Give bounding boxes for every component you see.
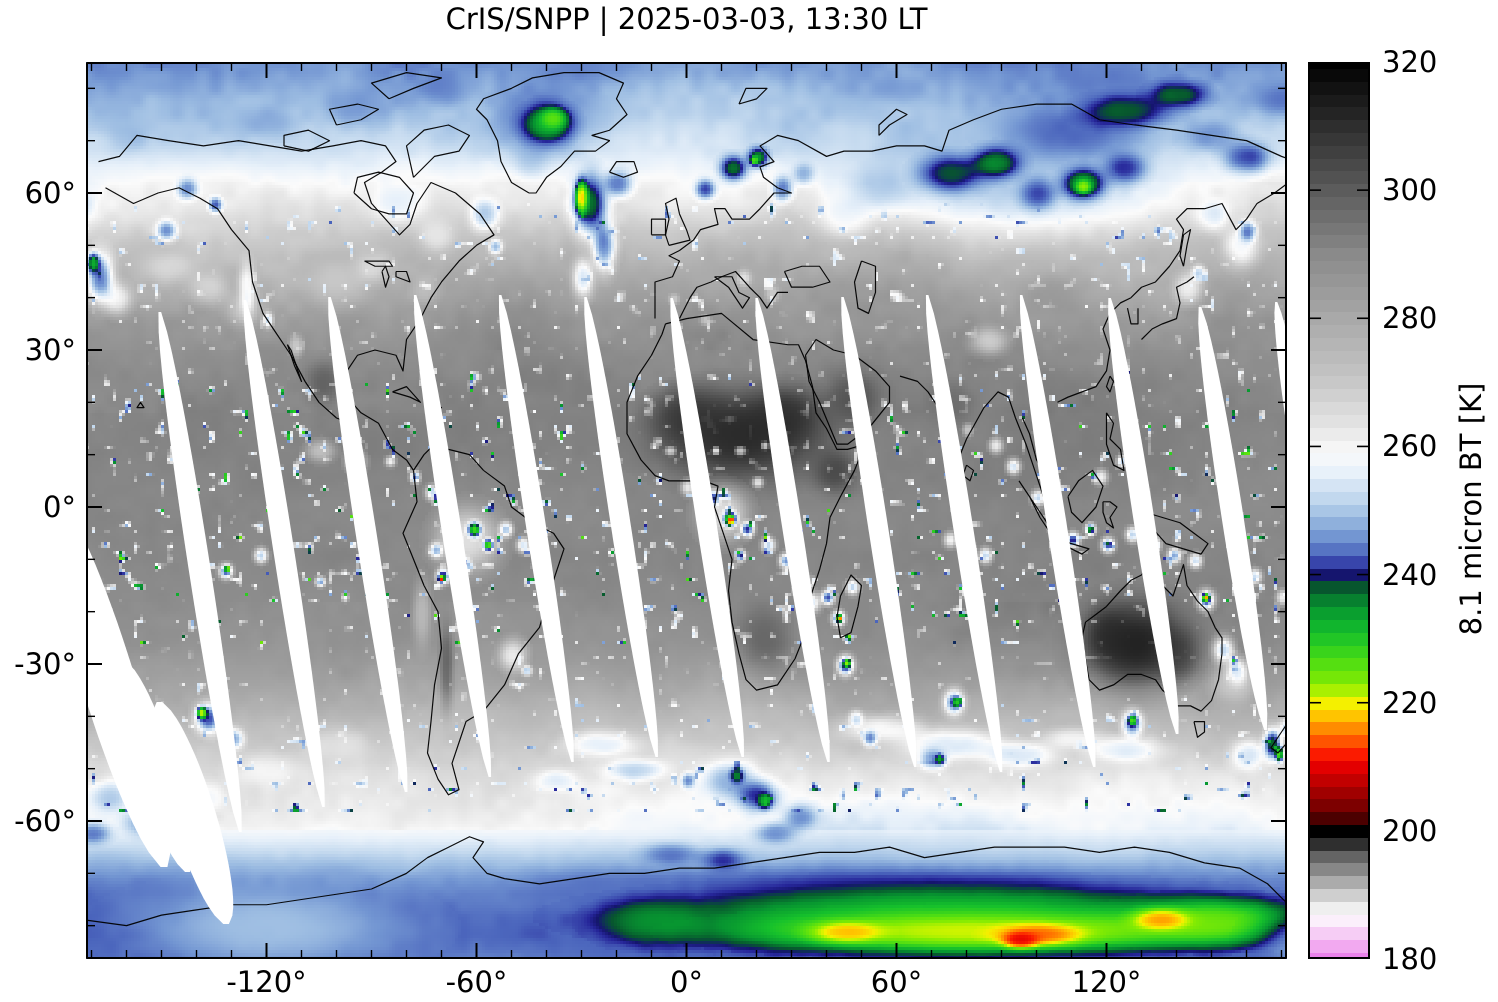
lat-tick-label: -30° xyxy=(14,646,76,681)
plot-title: CrIS/SNPP | 2025-03-03, 13:30 LT xyxy=(445,2,928,36)
lon-tick-label: 60° xyxy=(870,965,923,999)
colorbar-tick-label: 320 xyxy=(1382,45,1438,79)
lon-tick-label: 0° xyxy=(670,965,703,999)
colorbar-tick-label: 260 xyxy=(1382,429,1438,464)
colorbar-tick-label: 200 xyxy=(1382,813,1438,848)
colorbar-canvas xyxy=(1308,62,1370,959)
colorbar-tick-label: 240 xyxy=(1382,557,1438,592)
colorbar-tick-label: 280 xyxy=(1382,301,1438,336)
colorbar-tick-label: 180 xyxy=(1382,942,1438,976)
lon-tick-label: -120° xyxy=(226,965,307,999)
colorbar-tick-label: 220 xyxy=(1382,685,1438,720)
colorbar-axis-label: 8.1 micron BT [K] xyxy=(1454,382,1488,636)
lat-tick-label: 0° xyxy=(43,490,76,524)
lon-tick-label: -60° xyxy=(445,965,508,999)
colorbar-tick-label: 300 xyxy=(1382,173,1438,208)
lat-tick-label: -60° xyxy=(14,803,76,838)
lat-tick-label: 30° xyxy=(24,333,76,367)
map-canvas xyxy=(86,62,1287,959)
lon-tick-label: 120° xyxy=(1071,965,1142,999)
lat-tick-label: 60° xyxy=(24,176,76,210)
